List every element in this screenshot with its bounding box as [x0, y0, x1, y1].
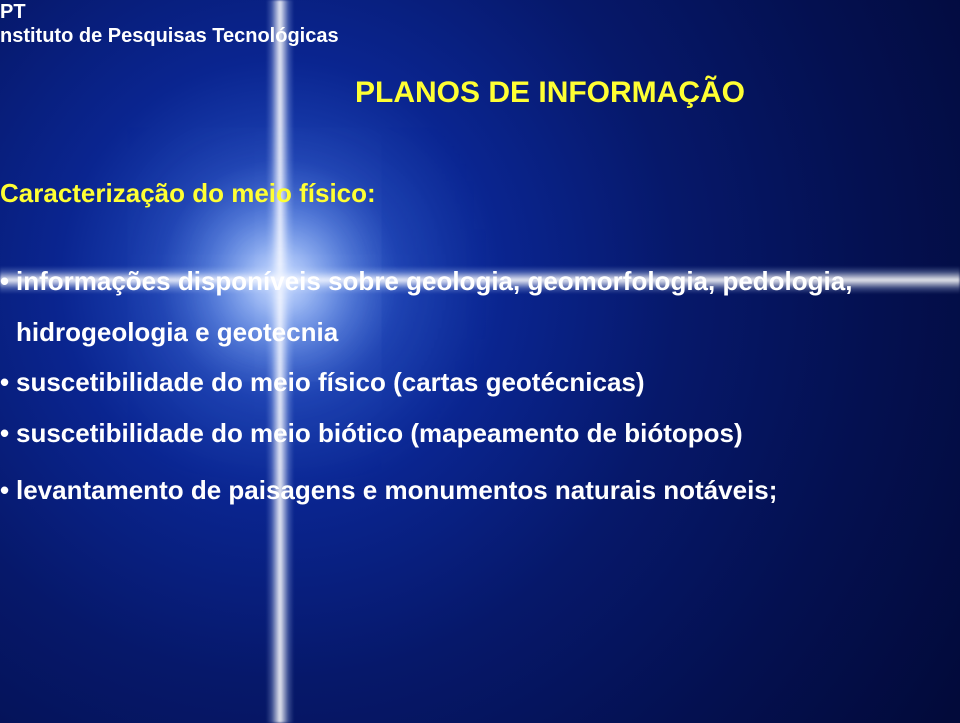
header-abbr: PT [0, 0, 339, 24]
bullet-item: suscetibilidade do meio físico (cartas g… [0, 357, 960, 408]
bullet-item: levantamento de paisagens e monumentos n… [0, 459, 960, 521]
slide: PT nstituto de Pesquisas Tecnológicas PL… [0, 0, 960, 723]
bullet-list: informações disponíveis sobre geologia, … [0, 256, 960, 521]
header: PT nstituto de Pesquisas Tecnológicas [0, 0, 339, 48]
header-institute: nstituto de Pesquisas Tecnológicas [0, 24, 339, 48]
bullet-item: suscetibilidade do meio biótico (mapeame… [0, 408, 960, 459]
bullet-item: informações disponíveis sobre geologia, … [0, 256, 960, 357]
slide-subtitle: Caracterização do meio físico: [0, 178, 376, 209]
slide-title: PLANOS DE INFORMAÇÃO [0, 76, 960, 110]
